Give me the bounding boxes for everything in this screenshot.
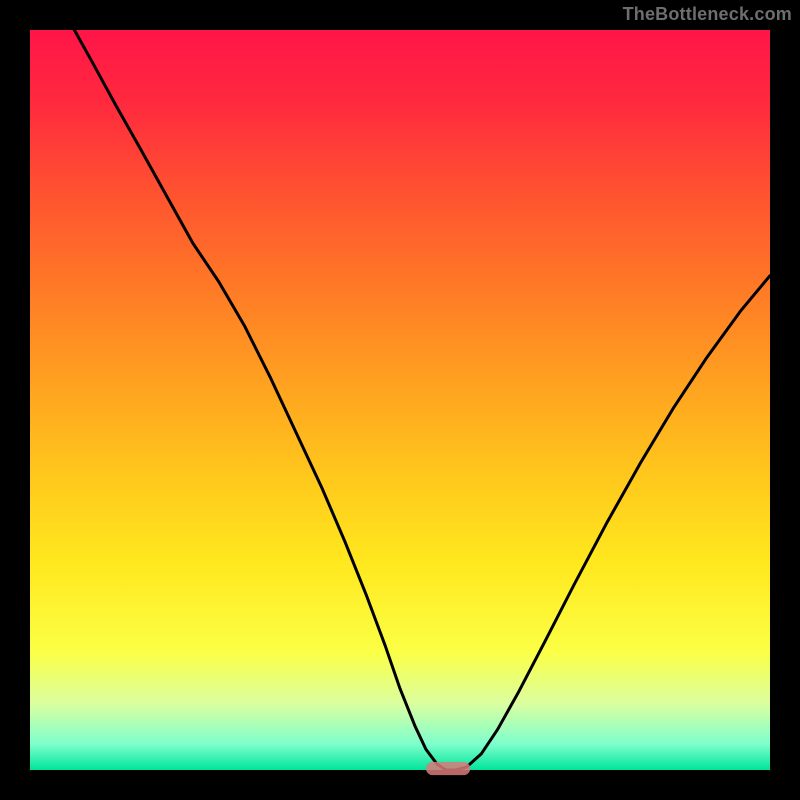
optimal-marker bbox=[426, 762, 470, 775]
chart-svg bbox=[0, 0, 800, 800]
attribution-text: TheBottleneck.com bbox=[623, 4, 792, 25]
plot-gradient-area bbox=[30, 30, 770, 770]
